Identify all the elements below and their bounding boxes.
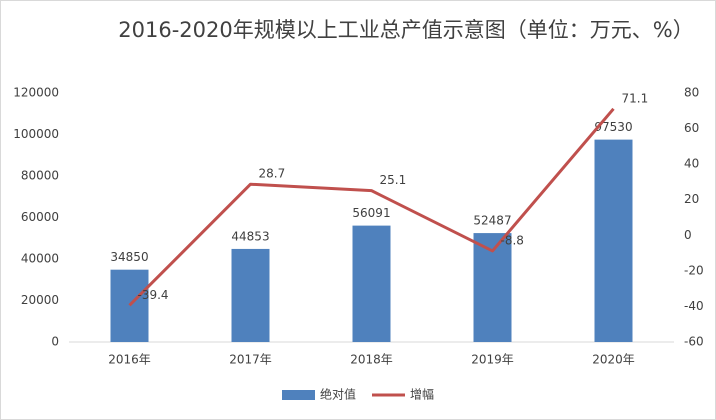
y-tick-label: 120000 [13, 86, 59, 100]
line [128, 107, 615, 307]
bar [352, 225, 391, 342]
y2-tick-label: -60 [684, 335, 704, 349]
data-label: -8.8 [501, 233, 524, 247]
chart-title: 2016-2020年规模以上工业总产值示意图（单位：万元、%） [118, 18, 694, 42]
y2-tick-label: 60 [684, 121, 699, 135]
y-tick-label: 40000 [21, 252, 59, 266]
x-tick-label: 2019年 [471, 353, 514, 367]
bar [110, 269, 149, 342]
y2-tick-label: 20 [684, 192, 699, 206]
data-label: 52487 [473, 214, 511, 228]
y2-tick-label: 80 [684, 86, 699, 100]
data-label: -39.4 [138, 288, 169, 302]
y-tick-label: 60000 [21, 210, 59, 224]
x-tick-label: 2016年 [108, 353, 151, 367]
y-tick-label: 80000 [21, 169, 59, 183]
y-tick-label: 20000 [21, 293, 59, 307]
data-label: 25.1 [380, 173, 407, 187]
y2-tick-label: 0 [684, 228, 692, 242]
data-label: 71.1 [622, 91, 649, 105]
y2-tick-label: 40 [684, 157, 699, 171]
y2-tick-label: -20 [684, 263, 704, 277]
data-label: 44853 [231, 229, 269, 243]
y2-tick-label: -40 [684, 299, 704, 313]
bar [231, 248, 270, 342]
y-tick-label: 100000 [13, 127, 59, 141]
data-label: 28.7 [259, 167, 286, 181]
y-tick-label: 0 [51, 335, 59, 349]
data-label: 97530 [594, 120, 632, 134]
legend-swatch [282, 390, 315, 400]
legend-label: 绝对值 [320, 387, 356, 402]
x-tick-label: 2017年 [229, 353, 272, 367]
legend-label: 增幅 [410, 387, 434, 402]
data-label: 34850 [110, 250, 148, 264]
data-label: 56091 [352, 206, 390, 220]
x-tick-label: 2020年 [592, 353, 635, 367]
x-tick-label: 2018年 [350, 353, 393, 367]
bar [594, 139, 633, 342]
